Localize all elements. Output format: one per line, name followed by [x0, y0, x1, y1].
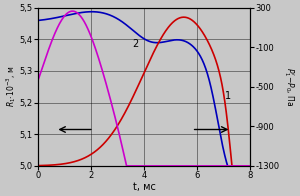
Y-axis label: $P_1'{-}P_0$, Па: $P_1'{-}P_0$, Па — [282, 67, 296, 106]
Text: 1: 1 — [225, 92, 231, 102]
Text: 2: 2 — [132, 39, 138, 49]
X-axis label: t, мс: t, мс — [133, 182, 155, 192]
Y-axis label: $R_1{\cdot}10^{-3}$, м: $R_1{\cdot}10^{-3}$, м — [4, 66, 18, 107]
